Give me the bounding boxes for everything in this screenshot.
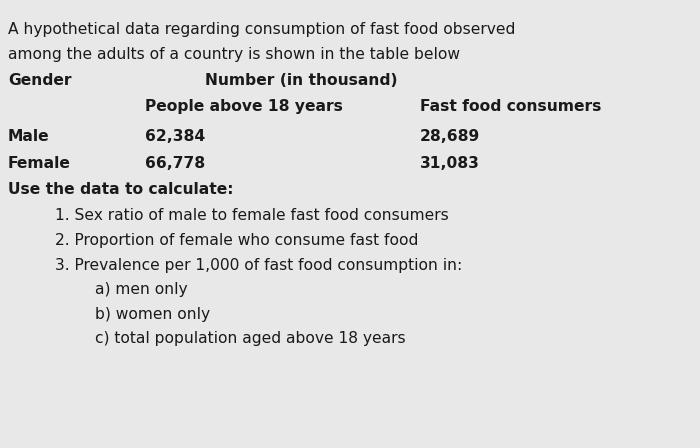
Text: c) total population aged above 18 years: c) total population aged above 18 years: [95, 332, 405, 346]
Text: 2. Proportion of female who consume fast food: 2. Proportion of female who consume fast…: [55, 233, 419, 248]
Text: 1. Sex ratio of male to female fast food consumers: 1. Sex ratio of male to female fast food…: [55, 208, 449, 223]
Text: Fast food consumers: Fast food consumers: [420, 99, 601, 113]
Text: 66,778: 66,778: [145, 155, 205, 171]
Text: Gender: Gender: [8, 73, 71, 88]
Text: among the adults of a country is shown in the table below: among the adults of a country is shown i…: [8, 47, 460, 62]
Text: Number (in thousand): Number (in thousand): [205, 73, 398, 88]
Text: A hypothetical data regarding consumption of fast food observed: A hypothetical data regarding consumptio…: [8, 22, 515, 37]
Text: 28,689: 28,689: [420, 129, 480, 143]
Text: b) women only: b) women only: [95, 307, 210, 322]
Text: Female: Female: [8, 155, 71, 171]
Text: a) men only: a) men only: [95, 282, 188, 297]
Text: 62,384: 62,384: [145, 129, 205, 143]
Text: 31,083: 31,083: [420, 155, 480, 171]
Text: Use the data to calculate:: Use the data to calculate:: [8, 182, 234, 197]
Text: People above 18 years: People above 18 years: [145, 99, 343, 113]
Text: Male: Male: [8, 129, 50, 143]
Text: 3. Prevalence per 1,000 of fast food consumption in:: 3. Prevalence per 1,000 of fast food con…: [55, 258, 462, 272]
